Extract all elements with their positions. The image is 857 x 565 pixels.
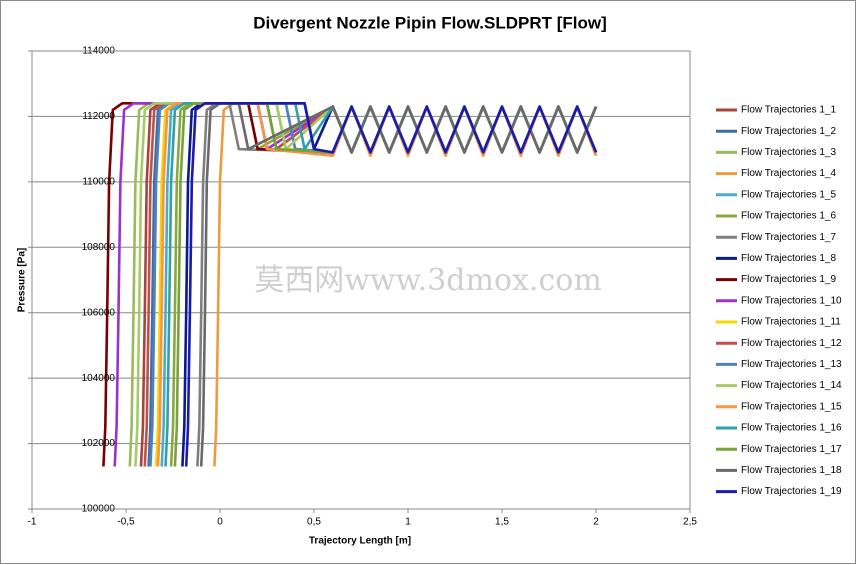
legend-label: Flow Trajectories 1_4 — [741, 168, 836, 179]
chart-title: Divergent Nozzle Pipin Flow.SLDPRT [Flow… — [253, 13, 607, 32]
x-tick-label: 0 — [217, 517, 223, 528]
legend-label: Flow Trajectories 1_10 — [741, 295, 842, 306]
plot-area — [102, 102, 598, 467]
legend-label: Flow Trajectories 1_8 — [741, 253, 836, 264]
axes: 1000001020001040001060001080001100001120… — [28, 46, 698, 528]
watermark: 莫西网www.3dmox.com — [254, 263, 602, 298]
y-tick-label: 112000 — [82, 111, 115, 122]
x-tick-label: 1 — [405, 517, 411, 528]
x-tick-label: 0,5 — [307, 517, 321, 528]
y-tick-label: 106000 — [82, 307, 116, 318]
legend-label: Flow Trajectories 1_16 — [741, 423, 842, 434]
legend-label: Flow Trajectories 1_2 — [741, 126, 836, 137]
legend-label: Flow Trajectories 1_12 — [741, 338, 842, 349]
y-axis-title: Pressure [Pa] — [17, 248, 28, 312]
legend-label: Flow Trajectories 1_3 — [741, 147, 836, 158]
legend: Flow Trajectories 1_1 Flow Trajectories 1… — [716, 105, 842, 497]
y-tick-label: 102000 — [82, 438, 116, 449]
x-tick-label: -0,5 — [117, 517, 135, 528]
y-tick-label: 108000 — [82, 242, 116, 253]
legend-label: Flow Trajectories 1_13 — [741, 359, 842, 370]
legend-label: Flow Trajectories 1_18 — [741, 465, 842, 476]
legend-label: Flow Trajectories 1_9 — [741, 274, 836, 285]
x-tick-label: 2,5 — [683, 517, 697, 528]
legend-label: Flow Trajectories 1_11 — [741, 317, 841, 328]
x-tick-label: 2 — [593, 517, 599, 528]
series-line — [199, 102, 598, 467]
x-tick-label: 1,5 — [495, 517, 509, 528]
y-tick-label: 110000 — [82, 176, 115, 187]
legend-label: Flow Trajectories 1_7 — [741, 232, 836, 243]
legend-label: Flow Trajectories 1_5 — [741, 189, 836, 200]
legend-label: Flow Trajectories 1_17 — [741, 444, 842, 455]
series-line — [184, 102, 598, 467]
plot-border — [31, 50, 691, 510]
y-tick-label: 104000 — [82, 373, 116, 384]
legend-label: Flow Trajectories 1_15 — [741, 401, 842, 412]
legend-label: Flow Trajectories 1_14 — [741, 380, 842, 391]
legend-label: Flow Trajectories 1_1 — [741, 105, 836, 116]
x-axis-title: Trajectory Length [m] — [309, 536, 411, 547]
x-tick-label: -1 — [28, 517, 37, 528]
legend-label: Flow Trajectories 1_19 — [741, 486, 842, 497]
legend-label: Flow Trajectories 1_6 — [741, 211, 836, 222]
